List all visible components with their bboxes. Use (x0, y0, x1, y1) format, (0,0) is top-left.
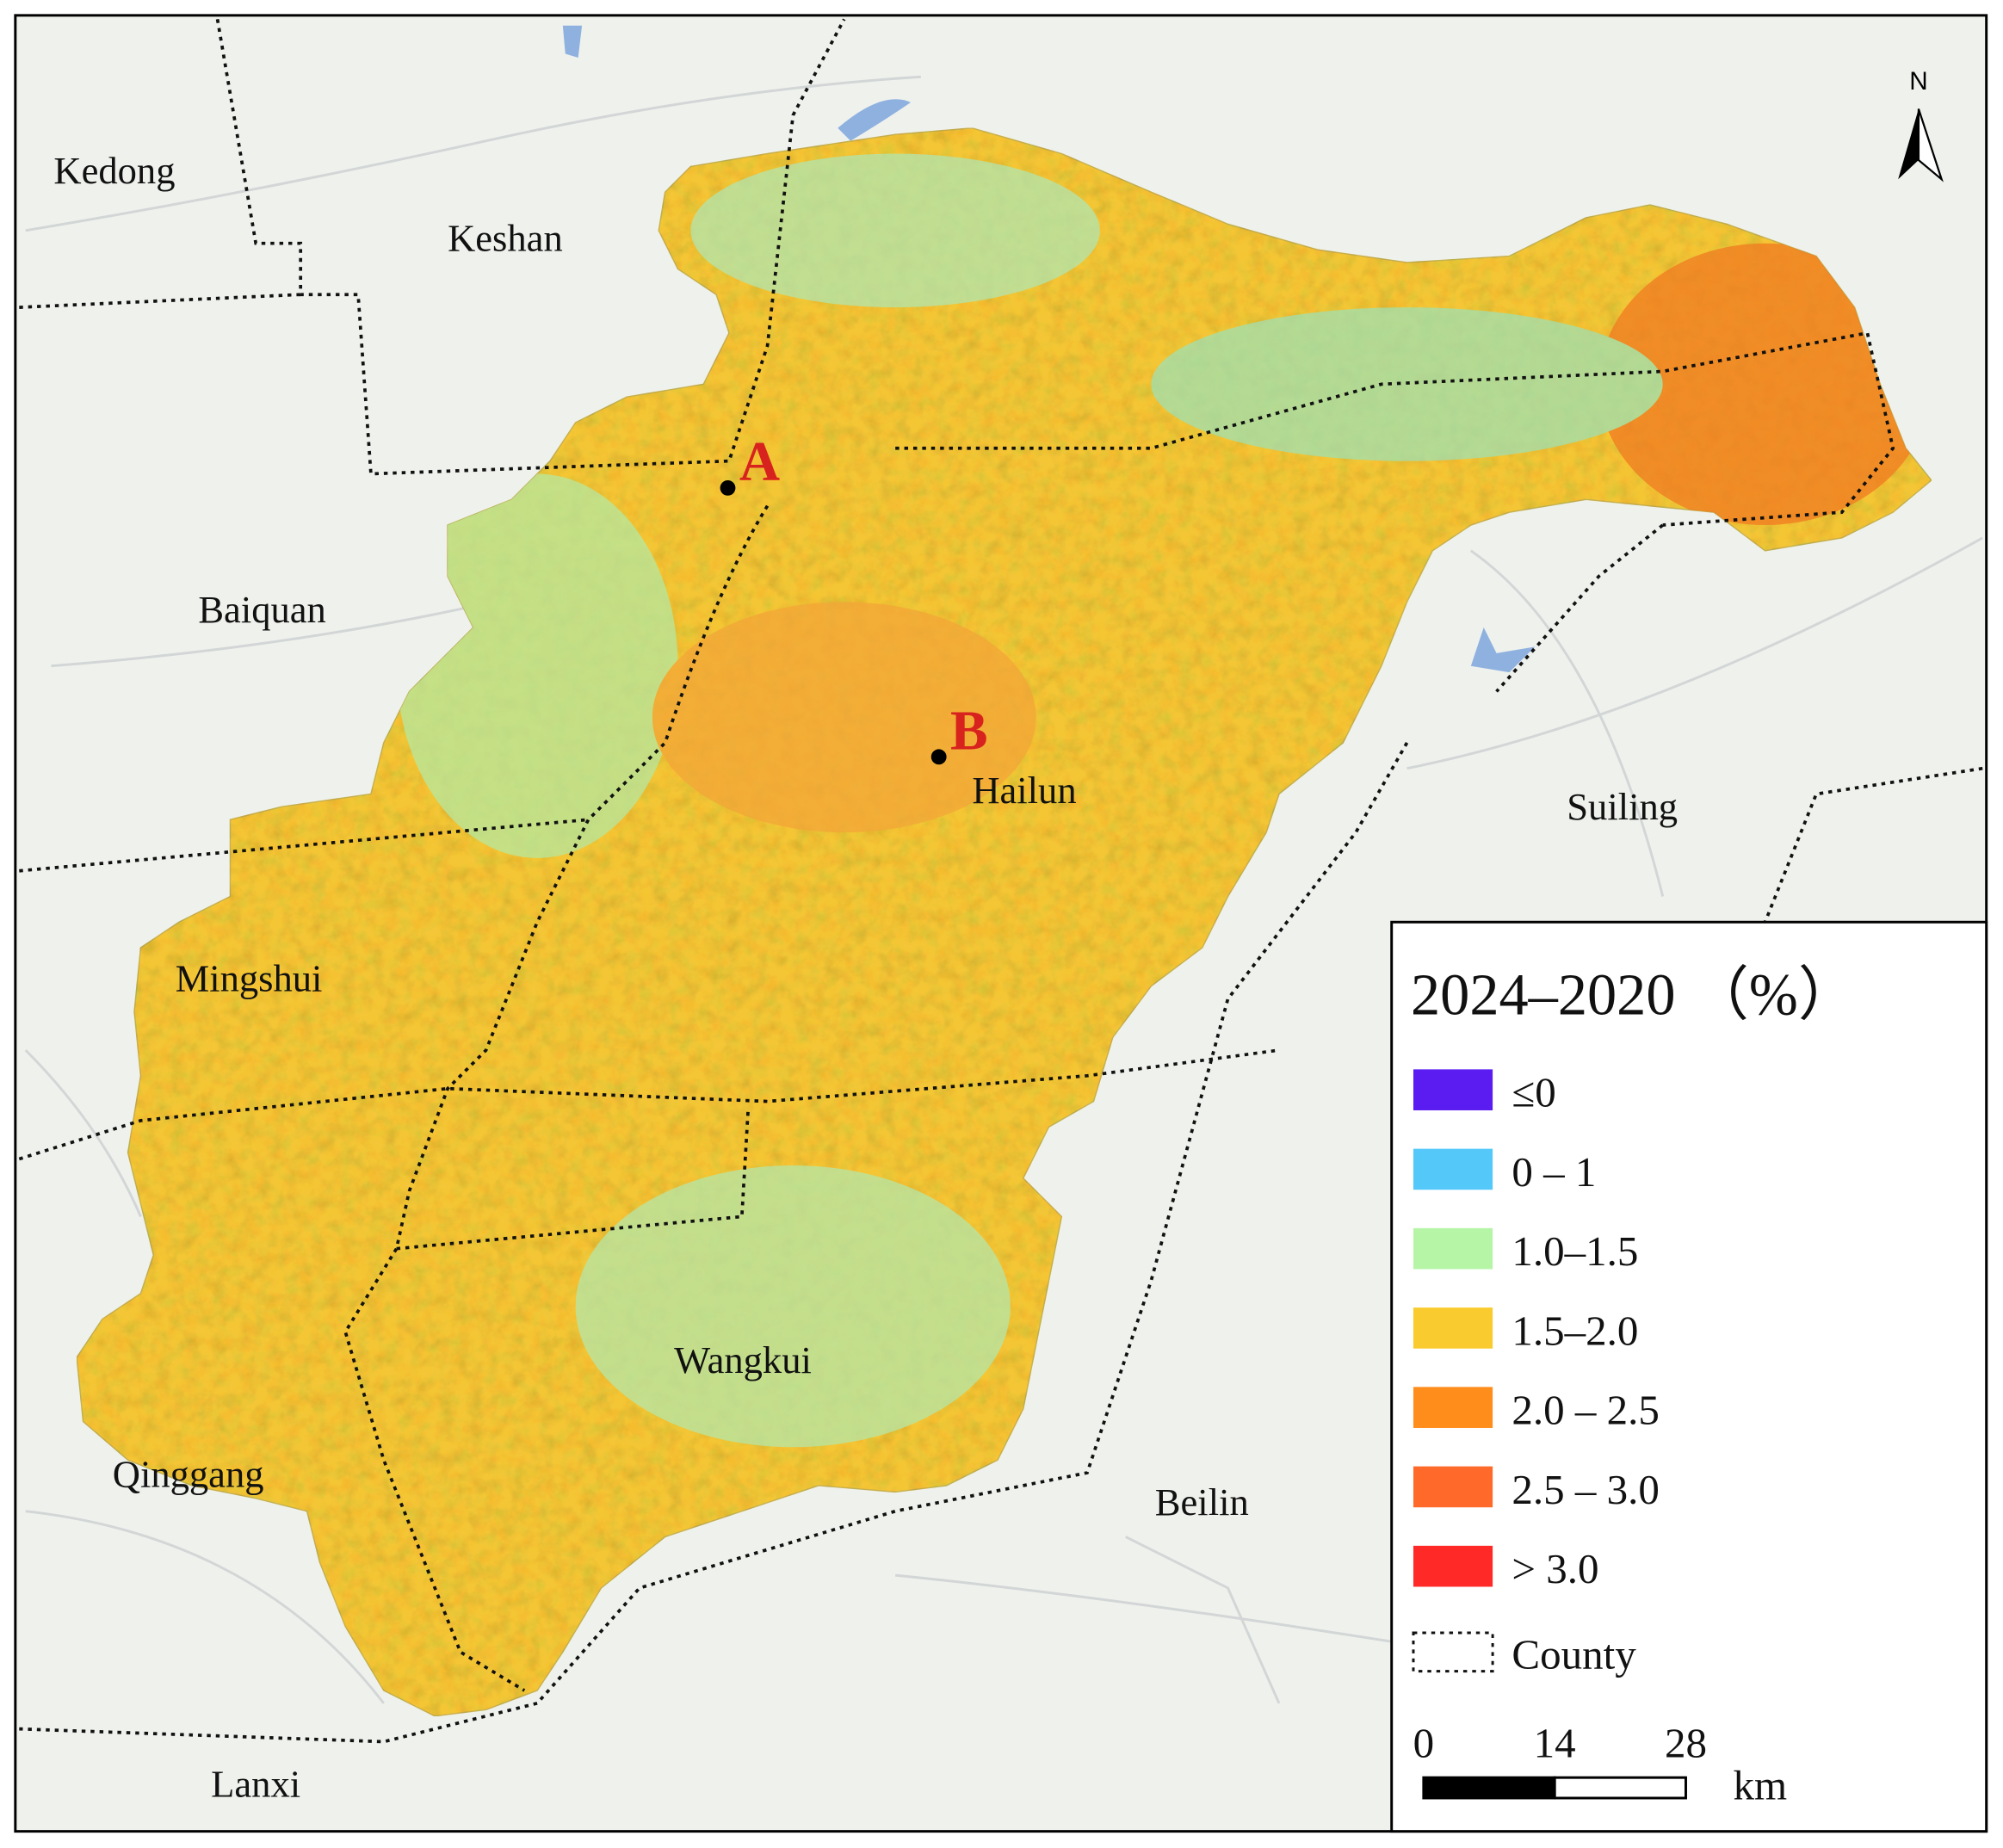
legend-swatch (1413, 1227, 1493, 1270)
county-boundaries (18, 18, 1983, 1744)
scale-segment (1553, 1776, 1687, 1800)
north-arrow: N (1898, 67, 1944, 182)
county-swatch (1412, 1631, 1494, 1673)
place-label: Beilin (1155, 1480, 1249, 1524)
legend-label: 0 – 1 (1512, 1148, 1596, 1196)
lakes (562, 25, 1536, 673)
legend-box (1390, 920, 1988, 1833)
legend-label: 2.5 – 3.0 (1512, 1466, 1660, 1513)
legend-swatch (1413, 1307, 1493, 1349)
legend-swatch (1413, 1545, 1493, 1587)
scale-unit: km (1733, 1761, 1787, 1808)
place-label: Mingshui (176, 957, 323, 1000)
legend-label: County (1512, 1631, 1636, 1678)
place-label: Baiquan (198, 588, 326, 631)
place-label: Qinggang (113, 1452, 264, 1495)
legend-label: ≤0 (1512, 1068, 1555, 1116)
point-label: A (739, 431, 780, 493)
place-label: Hailun (972, 769, 1076, 812)
place-label: Wangkui (674, 1338, 812, 1381)
legend-label: > 3.0 (1512, 1545, 1598, 1592)
legend-swatch (1413, 1069, 1493, 1110)
legend-label: 2.0 – 2.5 (1512, 1386, 1660, 1433)
legend: 2024–2020 （%） County ≤0 0 – 1 1.0–1.5 1.5–2… (1390, 920, 1988, 1833)
place-label: Keshan (448, 217, 563, 260)
north-label: N (1909, 67, 1927, 96)
legend-swatch (1413, 1387, 1493, 1428)
place-label: Lanxi (211, 1762, 300, 1805)
place-label: Kedong (53, 149, 175, 192)
legend-title: 2024–2020 （%） (1411, 961, 1857, 1027)
study-area (76, 127, 1932, 1717)
point-marker (720, 479, 736, 496)
scale-segment (1422, 1776, 1556, 1800)
point-marker (930, 749, 947, 765)
legend-label: 1.0–1.5 (1512, 1227, 1638, 1275)
legend-label: 1.5–2.0 (1512, 1307, 1638, 1354)
place-label: Suiling (1567, 785, 1678, 828)
legend-swatch (1413, 1148, 1493, 1190)
scale-tick-label: 14 (1534, 1719, 1576, 1766)
legend-swatch (1413, 1466, 1493, 1508)
point-label: B (950, 700, 988, 762)
scale-tick-label: 0 (1413, 1719, 1435, 1766)
scale-tick-label: 28 (1665, 1719, 1707, 1766)
